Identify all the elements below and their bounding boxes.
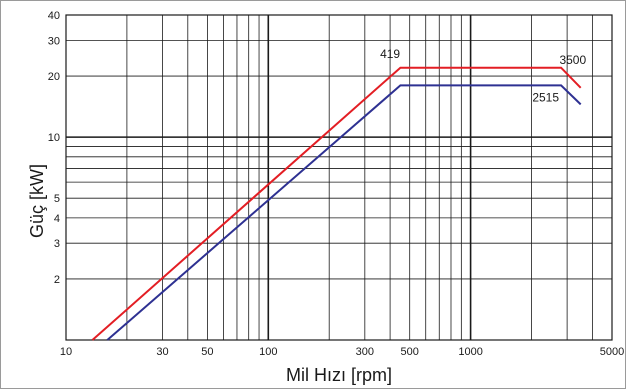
x-tick-label: 300 bbox=[356, 346, 374, 358]
x-tick-label: 30 bbox=[156, 346, 168, 358]
y-tick-label: 20 bbox=[48, 71, 60, 83]
x-axis-title: Mil Hızı [rpm] bbox=[286, 365, 392, 385]
y-tick-label: 3 bbox=[54, 238, 60, 250]
y-axis-title: Güç [kW] bbox=[27, 164, 47, 238]
y-tick-label: 30 bbox=[48, 35, 60, 47]
x-tick-label: 1000 bbox=[458, 346, 482, 358]
annotation-label: 3500 bbox=[559, 53, 586, 67]
y-tick-label: 10 bbox=[48, 132, 60, 144]
y-tick-label: 5 bbox=[54, 193, 60, 205]
x-tick-label: 500 bbox=[401, 346, 419, 358]
y-tick-label: 2 bbox=[54, 274, 60, 286]
x-tick-label: 50 bbox=[201, 346, 213, 358]
annotation-label: 419 bbox=[380, 47, 400, 61]
y-tick-label: 4 bbox=[54, 213, 60, 225]
x-tick-label: 5000 bbox=[600, 346, 624, 358]
x-tick-label: 10 bbox=[60, 346, 72, 358]
x-tick-label: 100 bbox=[259, 346, 277, 358]
annotation-label: 2515 bbox=[532, 90, 559, 104]
y-tick-label: 40 bbox=[48, 10, 60, 22]
